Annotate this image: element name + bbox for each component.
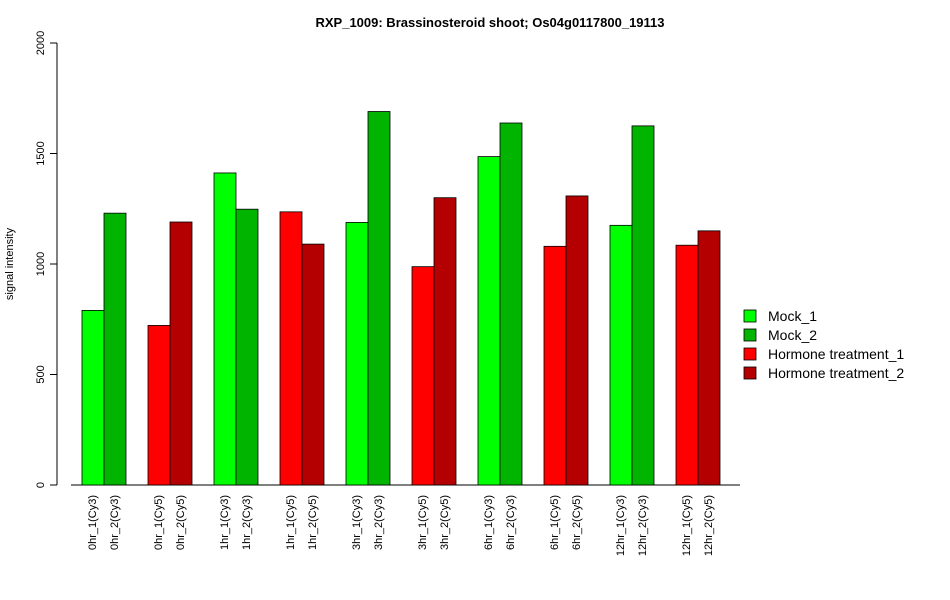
bar [279,211,303,486]
bar [411,266,435,486]
legend-swatch [743,366,757,380]
x-tick-label: 3hr_1(Cy5) [417,495,429,550]
legend: Mock_1 Mock_2 Hormone treatment_1 Hormone t… [743,308,904,381]
y-tick-label: 0 [35,482,47,488]
bar-series [81,111,721,486]
x-tick-label: 12hr_1(Cy3) [615,495,627,556]
bar [697,230,721,486]
bar [565,195,589,486]
legend-label: Mock_2 [768,327,817,343]
bar [367,111,391,486]
bar [147,325,171,486]
y-tick-label: 1500 [35,141,47,165]
x-tick-label: 3hr_2(Cy3) [373,495,385,550]
legend-label: Hormone treatment_1 [768,346,904,362]
x-tick-label: 1hr_1(Cy5) [285,495,297,550]
legend-swatch [743,328,757,342]
bar [81,310,105,486]
x-tick-labels: 0hr_1(Cy3) 0hr_2(Cy3) 0hr_1(Cy5) 0hr_2(Cy5)… [87,495,715,556]
x-tick-label: 0hr_2(Cy3) [109,495,121,550]
x-tick-label: 6hr_2(Cy3) [505,495,517,550]
y-tick-label: 2000 [35,31,47,55]
x-tick-label: 0hr_1(Cy3) [87,495,99,550]
x-tick-label: 3hr_1(Cy3) [351,495,363,550]
bar [345,222,369,486]
y-axis: 0 500 1000 1500 2000 [35,31,58,488]
x-tick-label: 1hr_1(Cy3) [219,495,231,550]
x-tick-label: 3hr_2(Cy5) [439,495,451,550]
x-tick-label: 0hr_2(Cy5) [175,495,187,550]
legend-swatch [743,347,757,361]
bar [477,156,501,486]
bar [675,244,699,486]
bar [235,208,259,486]
y-axis-label: signal intensity [4,227,16,300]
x-tick-label: 1hr_2(Cy5) [307,495,319,550]
bar [433,197,457,486]
y-tick-label: 500 [35,365,47,383]
bar [631,125,655,486]
legend-swatch [743,309,757,323]
bar [609,224,633,486]
x-tick-label: 6hr_1(Cy3) [483,495,495,550]
x-tick-label: 0hr_1(Cy5) [153,495,165,550]
x-tick-label: 12hr_1(Cy5) [681,495,693,556]
legend-label: Hormone treatment_2 [768,365,904,381]
chart-title: RXP_1009: Brassinosteroid shoot; Os04g01… [315,15,664,30]
x-tick-label: 6hr_1(Cy5) [549,495,561,550]
bar [213,172,237,486]
bar [103,212,127,486]
y-tick-label: 1000 [35,252,47,276]
x-tick-label: 12hr_2(Cy5) [703,495,715,556]
bar [543,245,567,486]
x-tick-label: 6hr_2(Cy5) [571,495,583,550]
bar [301,243,325,486]
x-tick-label: 1hr_2(Cy3) [241,495,253,550]
bar [499,122,523,486]
x-tick-label: 12hr_2(Cy3) [637,495,649,556]
bar [169,221,193,486]
legend-label: Mock_1 [768,308,817,324]
